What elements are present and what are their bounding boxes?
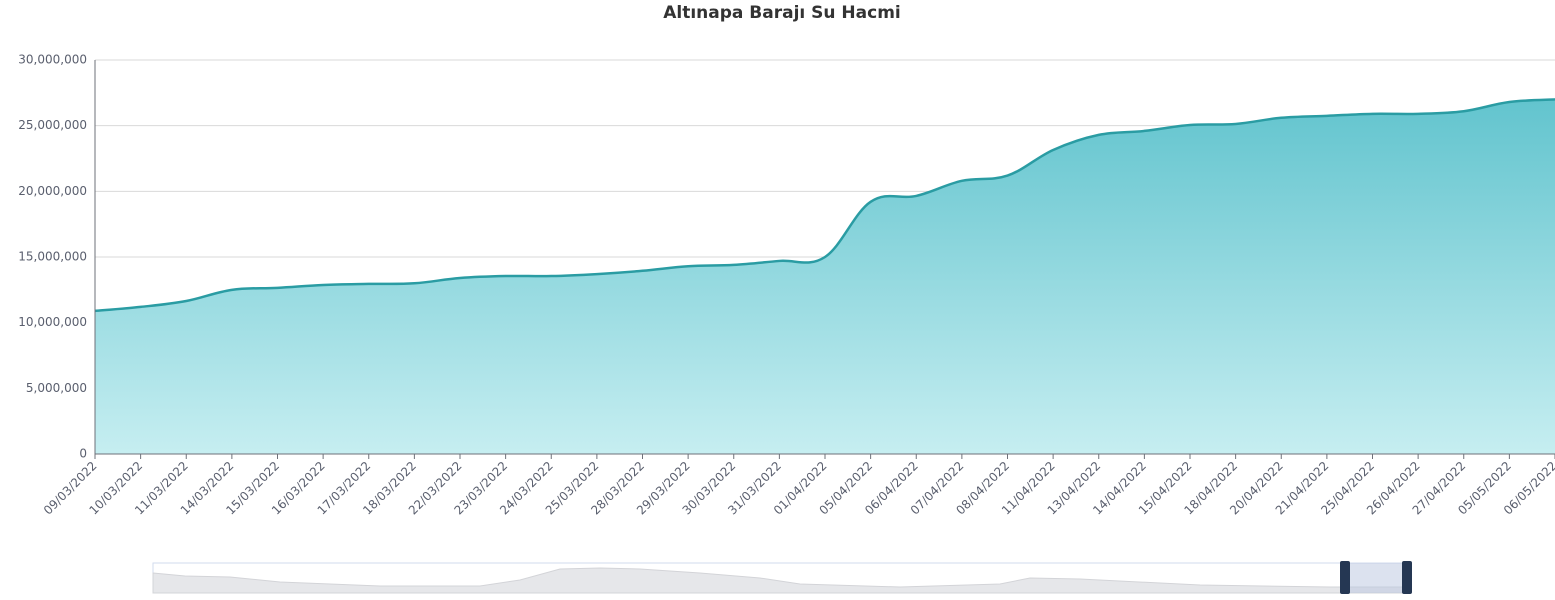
y-tick-label: 20,000,000 [18,184,87,198]
data-zoom[interactable] [152,561,1412,594]
y-tick-label: 10,000,000 [18,315,87,329]
zoom-handle[interactable] [1402,561,1412,594]
chart-title: Altınapa Barajı Su Hacmi [663,3,901,23]
y-tick-label: 5,000,000 [26,381,87,395]
y-tick-label: 25,000,000 [18,118,87,132]
line [94,98,1555,313]
area [95,99,1555,455]
y-tick-label: 15,000,000 [18,250,87,264]
zoom-window[interactable] [1345,563,1407,593]
y-tick-label: 30,000,000 [18,53,87,67]
zoom-handle[interactable] [1340,561,1350,594]
y-tick-label: 0 [79,447,87,461]
